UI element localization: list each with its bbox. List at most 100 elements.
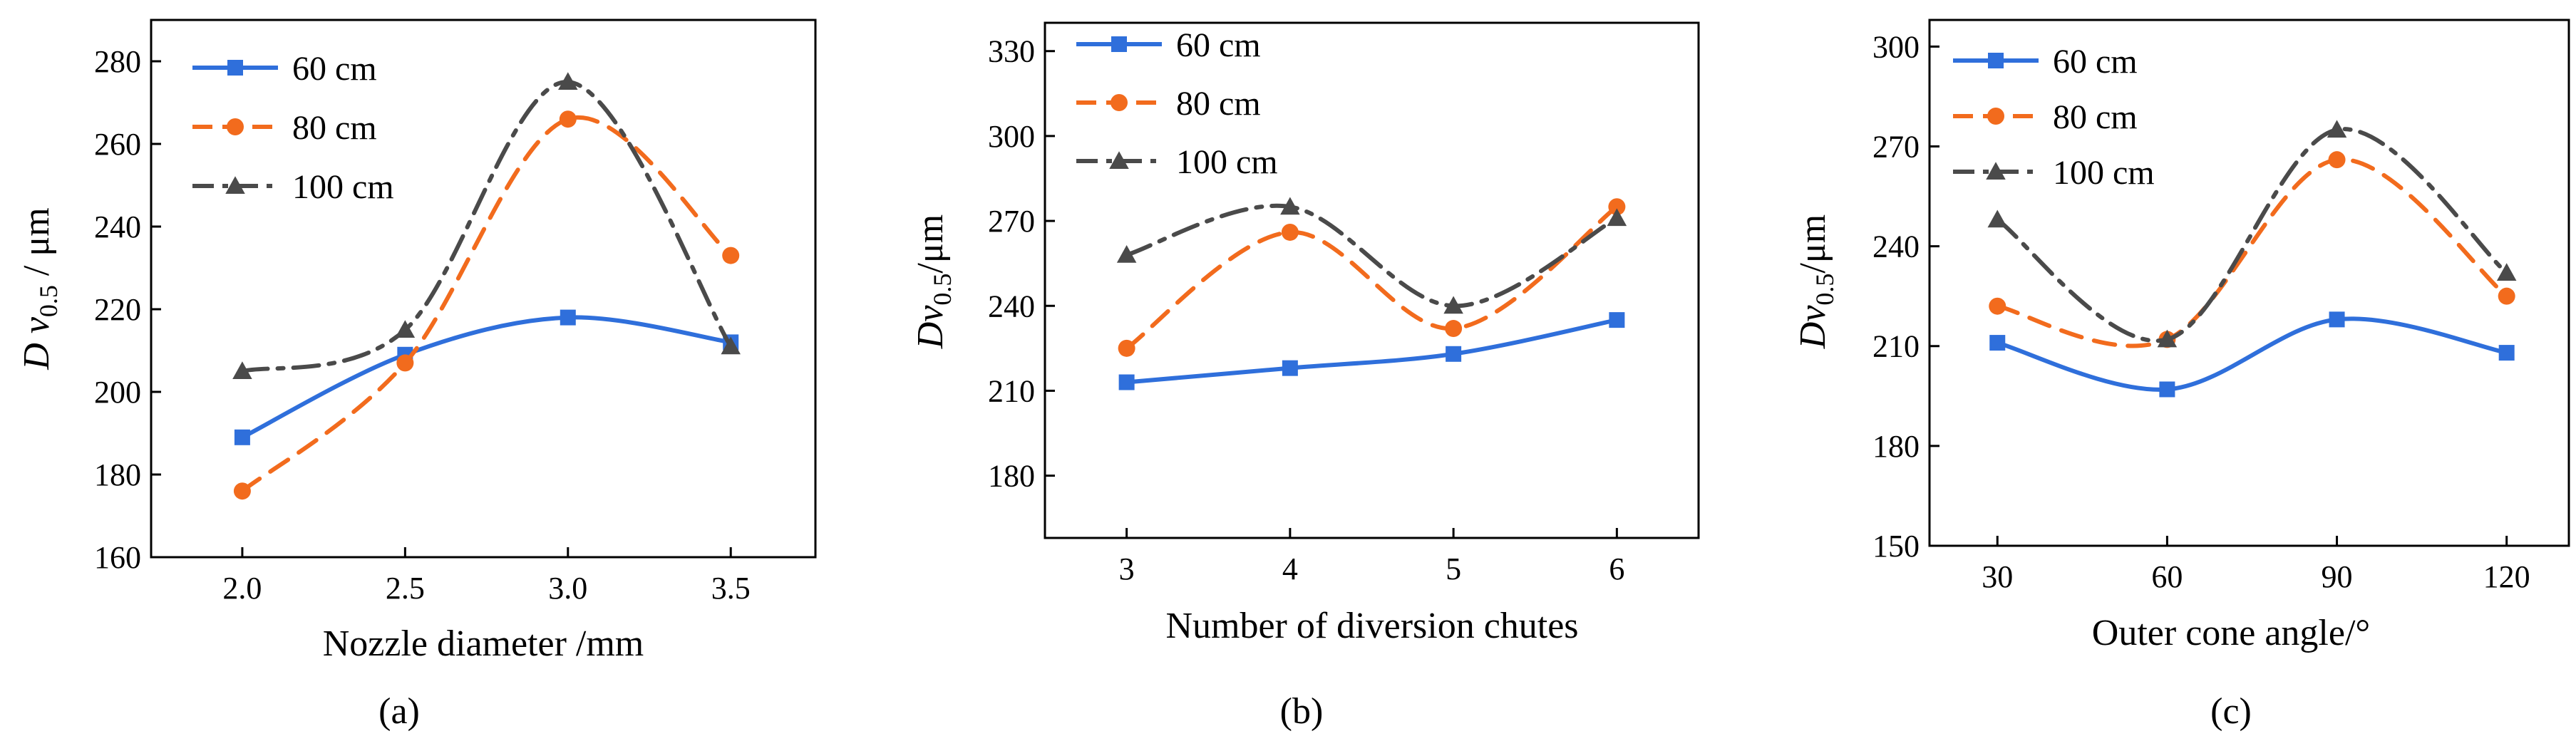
y-tick-label: 210	[1872, 329, 1920, 364]
legend-label: 80 cm	[2053, 98, 2138, 136]
series-group	[232, 72, 741, 500]
data-point	[232, 361, 252, 379]
data-point	[2498, 287, 2515, 305]
legend-label: 60 cm	[1176, 26, 1261, 64]
data-point	[560, 309, 576, 326]
series-line	[1124, 318, 1619, 385]
legend-label: 60 cm	[2053, 43, 2138, 81]
legend-marker	[1987, 108, 2004, 125]
data-point	[1607, 208, 1627, 227]
y-tick-label: 240	[988, 289, 1035, 323]
y-tick-label: 280	[94, 44, 141, 79]
legend-marker	[1111, 36, 1127, 52]
data-point	[1118, 374, 1135, 390]
data-point	[1443, 296, 1463, 314]
y-axis-title: Dv0.5/μm	[1793, 214, 1839, 349]
legend-marker	[1988, 53, 2004, 68]
y-tick-label: 150	[1872, 529, 1920, 564]
data-point	[1609, 312, 1625, 328]
y-tick-label: 300	[988, 119, 1035, 154]
x-tick-label: 90	[2322, 559, 2353, 594]
panel-c: 150 180 210 240 270 300 30 60 90 120 60 cm 80 cm 1…	[1793, 19, 2570, 732]
y-axis-title: D v0.5 / μm	[16, 207, 63, 370]
y-axis-ticks: 160 180 200 220 240 260 280	[94, 44, 161, 575]
y-axis-title-main: D v	[16, 316, 57, 370]
data-point	[1281, 223, 1299, 241]
x-tick-label: 6	[1609, 551, 1624, 586]
series-line	[1995, 316, 2509, 392]
y-axis-title-tail: /μm	[1793, 214, 1833, 274]
series-line	[1124, 204, 1619, 351]
panel-a: 160 180 200 220 240 260 280 2.0 2.5 3.0 3.5 60 cm…	[16, 19, 817, 732]
data-point	[2498, 345, 2515, 361]
y-tick-label: 240	[94, 209, 141, 244]
y-axis-title: Dv0.5/μm	[910, 214, 957, 349]
legend-label: 80 cm	[1176, 85, 1261, 123]
legend-label: 100 cm	[292, 168, 394, 206]
series-line	[239, 115, 733, 494]
series-line	[239, 79, 733, 373]
panel-label: (c)	[2210, 691, 2252, 732]
x-axis-ticks: 2.0 2.5 3.0 3.5	[222, 547, 751, 606]
data-point	[2328, 151, 2346, 169]
legend-label: 100 cm	[2053, 154, 2155, 192]
panel-label: (a)	[378, 691, 420, 732]
panel-b: 180 210 240 270 300 330 3 4 5 6 60 cm 80 cm 100 cm…	[910, 21, 1700, 732]
series-group	[1987, 120, 2517, 398]
data-point	[1282, 360, 1298, 376]
legend: 60 cm 80 cm 100 cm	[192, 50, 394, 206]
x-axis-ticks: 3 4 5 6	[1119, 528, 1624, 586]
y-tick-label: 160	[94, 540, 141, 575]
data-point	[1987, 209, 2008, 228]
data-point	[233, 482, 251, 500]
plot-frame	[150, 19, 817, 559]
y-tick-label: 330	[988, 34, 1035, 69]
y-tick-label: 210	[988, 373, 1035, 408]
x-tick-label: 3	[1119, 551, 1135, 586]
legend-marker	[1109, 151, 1129, 169]
data-point	[2157, 329, 2178, 348]
x-tick-label: 2.5	[386, 571, 425, 606]
data-point	[1446, 346, 1462, 362]
series-line	[1995, 157, 2509, 348]
x-tick-label: 5	[1446, 551, 1461, 586]
data-point	[722, 247, 740, 264]
legend-label: 60 cm	[292, 50, 377, 88]
x-tick-label: 120	[2483, 559, 2530, 594]
y-tick-label: 220	[94, 292, 141, 327]
data-point	[1445, 320, 1463, 338]
data-point	[396, 354, 414, 372]
legend-label: 80 cm	[292, 109, 377, 147]
y-tick-label: 180	[94, 457, 141, 492]
x-tick-label: 3.0	[548, 571, 587, 606]
data-point	[2496, 263, 2517, 281]
data-point	[2327, 120, 2347, 138]
x-axis-title: Nozzle diameter /mm	[323, 623, 644, 664]
y-axis-ticks: 180 210 240 270 300 330	[988, 34, 1055, 494]
legend-marker	[227, 60, 243, 76]
plot-frame	[1044, 21, 1700, 539]
legend: 60 cm 80 cm 100 cm	[1953, 43, 2155, 192]
y-axis-title-sub: 0.5	[928, 274, 957, 306]
legend-label: 100 cm	[1176, 143, 1278, 181]
series-line	[239, 315, 733, 440]
x-tick-label: 30	[1982, 559, 2013, 594]
plot-frame	[1928, 19, 2570, 547]
y-axis-title-sub: 0.5	[1810, 274, 1839, 306]
legend: 60 cm 80 cm 100 cm	[1076, 26, 1278, 181]
data-point	[1989, 335, 2006, 351]
x-axis-ticks: 30 60 90 120	[1982, 536, 2530, 594]
x-axis-title: Outer cone angle/°	[2092, 613, 2370, 653]
y-tick-label: 270	[1872, 129, 1920, 164]
data-point	[2159, 381, 2175, 398]
data-point	[1280, 197, 1300, 215]
y-tick-label: 180	[1872, 429, 1920, 464]
series-line	[1124, 203, 1619, 309]
y-tick-label: 180	[988, 459, 1035, 494]
x-tick-label: 3.5	[711, 571, 751, 606]
legend-marker	[225, 176, 245, 194]
data-point	[234, 429, 250, 445]
y-axis-title-sub: 0.5	[34, 285, 63, 317]
y-tick-label: 240	[1872, 229, 1920, 264]
